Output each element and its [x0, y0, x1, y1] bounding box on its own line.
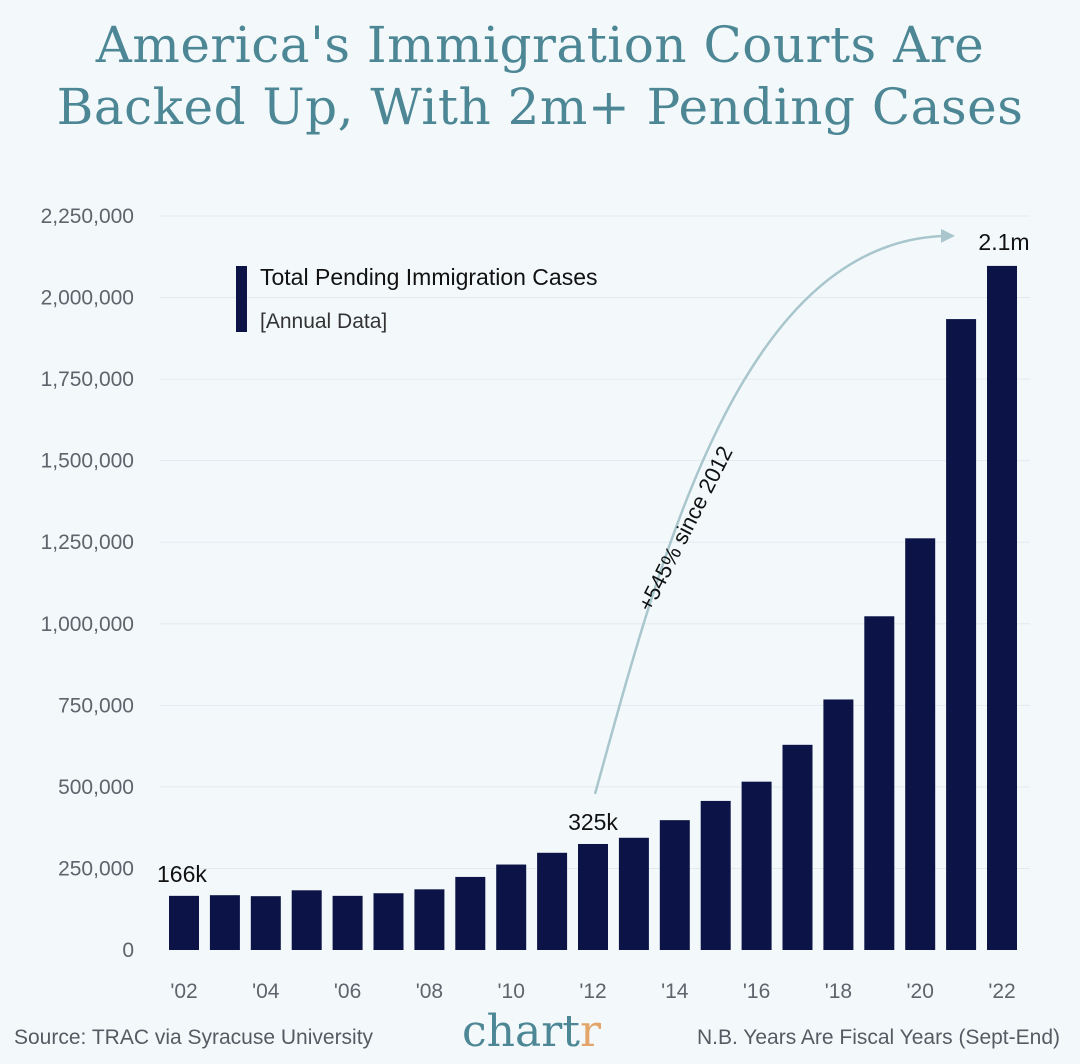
chart-title-line-1: America's Immigration Courts Are — [95, 16, 985, 74]
x-tick-label: '02 — [170, 980, 197, 1003]
y-tick-label: 1,000,000 — [41, 613, 134, 636]
y-tick-label: 2,000,000 — [41, 287, 134, 310]
bar-2022 — [987, 265, 1017, 950]
bars — [169, 265, 1017, 951]
bar-2011 — [537, 852, 568, 950]
brand-logo-main: chart — [462, 1006, 580, 1057]
legend-swatch — [236, 266, 247, 332]
source-note: Source: TRAC via Syracuse University — [14, 1026, 374, 1049]
bar-2021 — [946, 319, 977, 951]
bar-2018 — [823, 699, 854, 950]
bar-2004 — [250, 896, 281, 950]
bar-2008 — [414, 889, 445, 950]
chart-title-line-2: Backed Up, With 2m+ Pending Cases — [56, 78, 1024, 136]
bar-2007 — [373, 893, 404, 950]
x-tick-label: '16 — [743, 980, 770, 1003]
y-tick-label: 1,750,000 — [41, 368, 134, 391]
y-tick-label: 750,000 — [58, 694, 134, 717]
x-tick-label: '04 — [252, 980, 280, 1003]
legend-sublabel: [Annual Data] — [260, 310, 387, 333]
bar-2013 — [618, 837, 649, 950]
bar-2005 — [291, 890, 322, 950]
bar-2009 — [455, 876, 486, 950]
data-label-2022: 2.1m — [978, 229, 1029, 255]
bar-2015 — [700, 800, 731, 950]
x-tick-label: '18 — [825, 980, 852, 1003]
growth-arrow-label: +545% since 2012 — [633, 442, 738, 615]
bar-2017 — [782, 744, 813, 950]
chart-title: America's Immigration Courts Are Backed … — [0, 14, 1080, 138]
x-tick-label: '14 — [661, 980, 689, 1003]
y-tick-label: 2,250,000 — [41, 205, 134, 228]
bar-2019 — [864, 616, 895, 950]
fiscal-year-note: N.B. Years Are Fiscal Years (Sept-End) — [696, 1026, 1060, 1049]
y-tick-label: 250,000 — [58, 857, 134, 880]
data-label-2012: 325k — [568, 809, 618, 835]
bar-2006 — [332, 895, 363, 950]
legend: Total Pending Immigration Cases [Annual … — [236, 264, 598, 333]
x-tick-label: '20 — [907, 980, 934, 1003]
x-axis-ticks: '02 '04 '06 '08 '10 '12 '14 '16 '18 '20 '22 — [170, 980, 1015, 1003]
bar-2014 — [659, 820, 690, 950]
growth-arrow-head — [941, 228, 955, 243]
bar-2020 — [905, 538, 936, 950]
x-tick-label: '10 — [498, 980, 525, 1003]
y-tick-label: 1,500,000 — [41, 450, 134, 473]
y-tick-label: 500,000 — [58, 776, 134, 799]
brand-logo-accent: r — [579, 1006, 601, 1057]
bar-2012 — [578, 843, 608, 950]
bar-2003 — [209, 895, 240, 950]
x-tick-label: '22 — [988, 980, 1015, 1003]
x-tick-label: '08 — [416, 980, 443, 1003]
data-label-2002: 166k — [157, 861, 207, 887]
y-tick-label: 0 — [122, 939, 134, 962]
bar-2010 — [496, 864, 527, 950]
x-tick-label: '12 — [579, 980, 606, 1003]
y-tick-label: 1,250,000 — [41, 531, 134, 554]
brand-logo: chartr — [462, 1006, 601, 1057]
x-tick-label: '06 — [334, 980, 361, 1003]
bar-2002 — [169, 895, 199, 950]
y-axis-ticks: 0 250,000 500,000 750,000 1,000,000 1,250,000… — [41, 205, 134, 962]
bar-2016 — [741, 781, 772, 950]
legend-label: Total Pending Immigration Cases — [260, 264, 598, 290]
growth-arrow — [593, 234, 948, 795]
